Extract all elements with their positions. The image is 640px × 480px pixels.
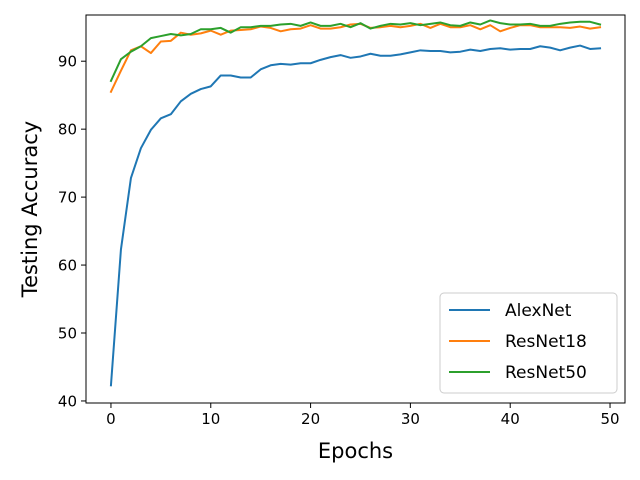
y-tick-label: 70 bbox=[58, 189, 77, 207]
legend: AlexNet ResNet18 ResNet50 bbox=[439, 292, 618, 394]
x-tick-label: 50 bbox=[600, 410, 619, 428]
legend-label: AlexNet bbox=[505, 301, 572, 321]
series-line-resnet50 bbox=[109, 19, 602, 83]
plot-frame bbox=[85, 14, 626, 404]
x-tick-label: 30 bbox=[401, 410, 420, 428]
y-tick-label: 40 bbox=[58, 392, 77, 410]
x-tick-label: 10 bbox=[201, 410, 220, 428]
x-axis: 0 10 20 30 40 50 bbox=[106, 403, 620, 428]
y-tick-label: 60 bbox=[58, 257, 77, 275]
legend-box bbox=[439, 292, 618, 394]
x-tick-label: 20 bbox=[301, 410, 320, 428]
x-tick-label: 40 bbox=[501, 410, 520, 428]
y-axis: 40 50 60 70 80 90 bbox=[58, 53, 86, 410]
x-axis-label: Epochs bbox=[318, 439, 393, 463]
series-layer bbox=[109, 19, 602, 387]
legend-label: ResNet18 bbox=[505, 332, 587, 352]
y-tick-label: 90 bbox=[58, 53, 77, 71]
y-axis-label: Testing Accuracy bbox=[18, 121, 42, 298]
series-line-alexnet bbox=[109, 44, 602, 387]
x-tick-label: 0 bbox=[106, 410, 116, 428]
y-tick-label: 80 bbox=[58, 121, 77, 139]
legend-label: ResNet50 bbox=[505, 363, 587, 383]
y-tick-label: 50 bbox=[58, 325, 77, 343]
